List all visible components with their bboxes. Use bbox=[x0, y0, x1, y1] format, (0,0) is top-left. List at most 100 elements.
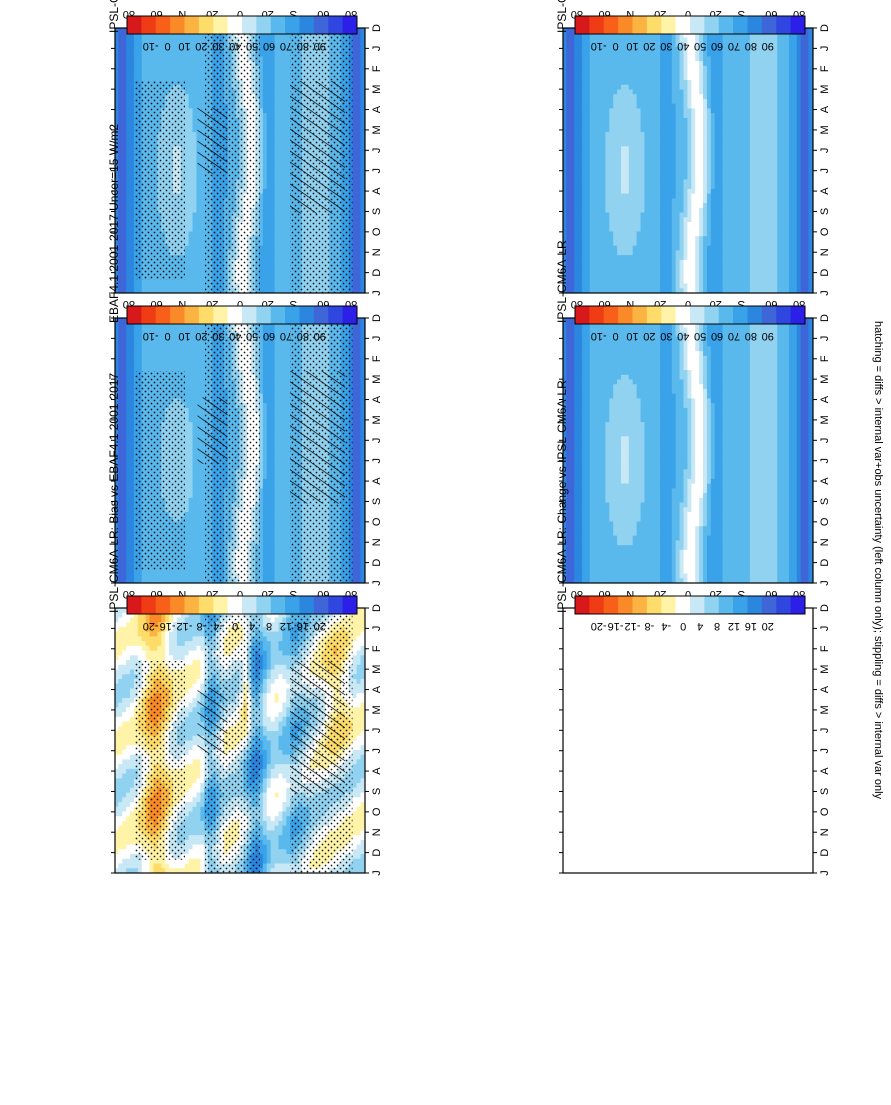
heatmap-cell bbox=[126, 137, 131, 142]
heatmap-cell bbox=[263, 236, 268, 241]
heatmap-cell bbox=[193, 94, 198, 99]
heatmap-cell bbox=[189, 94, 194, 99]
heatmap-cell bbox=[189, 184, 194, 189]
heatmap-cell bbox=[130, 236, 135, 241]
heatmap-cell bbox=[138, 37, 143, 42]
heatmap-cell bbox=[157, 365, 162, 370]
heatmap-cell bbox=[185, 408, 190, 413]
heatmap-cell bbox=[126, 161, 131, 166]
heatmap-cell bbox=[278, 394, 283, 399]
heatmap-cell bbox=[267, 80, 272, 85]
heatmap-cell bbox=[126, 47, 131, 52]
heatmap-cell bbox=[275, 356, 280, 361]
heatmap-cell bbox=[185, 260, 190, 265]
heatmap-cell bbox=[126, 37, 131, 42]
heatmap-cell bbox=[189, 198, 194, 203]
heatmap-cell bbox=[126, 342, 131, 347]
heatmap-cell bbox=[263, 127, 268, 132]
heatmap-cell bbox=[126, 208, 131, 213]
heatmap-cell bbox=[189, 241, 194, 246]
heatmap-cell bbox=[282, 151, 287, 156]
heatmap-cell bbox=[193, 370, 198, 375]
heatmap-cell bbox=[263, 408, 268, 413]
heatmap-cell bbox=[138, 365, 143, 370]
heatmap-cell bbox=[138, 66, 143, 71]
heatmap-cell bbox=[169, 71, 174, 76]
heatmap-cell bbox=[357, 327, 362, 332]
heatmap-cell bbox=[122, 104, 127, 109]
heatmap-cell bbox=[134, 365, 139, 370]
heatmap-cell bbox=[126, 80, 131, 85]
heatmap-cell bbox=[193, 108, 198, 113]
heatmap-cell bbox=[275, 384, 280, 389]
heatmap-cell bbox=[353, 61, 358, 66]
heatmap-cell bbox=[360, 365, 365, 370]
heatmap-cell bbox=[193, 123, 198, 128]
heatmap-cell bbox=[263, 80, 268, 85]
heatmap-cell bbox=[271, 80, 276, 85]
heatmap-cell bbox=[267, 118, 272, 123]
colorbar-label: 50 bbox=[246, 40, 258, 52]
heatmap-cell bbox=[357, 279, 362, 284]
heatmap-cell bbox=[196, 99, 201, 104]
heatmap-cell bbox=[126, 42, 131, 47]
month-tick-label: J bbox=[371, 148, 383, 154]
heatmap-cell bbox=[278, 346, 283, 351]
colorbar-swatch bbox=[227, 16, 242, 34]
heatmap-cell bbox=[169, 346, 174, 351]
heatmap-cell bbox=[271, 260, 276, 265]
heatmap-cell bbox=[360, 161, 365, 166]
heatmap-cell bbox=[122, 413, 127, 418]
heatmap-cell bbox=[360, 71, 365, 76]
heatmap-cell bbox=[271, 231, 276, 236]
heatmap-cell bbox=[200, 194, 205, 199]
heatmap-cell bbox=[122, 361, 127, 366]
heatmap-cell bbox=[360, 28, 365, 33]
heatmap-cell bbox=[360, 99, 365, 104]
heatmap-cell bbox=[189, 142, 194, 147]
heatmap-cell bbox=[161, 75, 166, 80]
heatmap-cell bbox=[282, 161, 287, 166]
heatmap-cell bbox=[275, 375, 280, 380]
heatmap-cell bbox=[263, 375, 268, 380]
heatmap-cell bbox=[142, 361, 147, 366]
heatmap-cell bbox=[193, 217, 198, 222]
heatmap-cell bbox=[263, 222, 268, 227]
heatmap-cell bbox=[267, 189, 272, 194]
heatmap-cell bbox=[193, 361, 198, 366]
heatmap-cell bbox=[150, 365, 155, 370]
colorbar-swatch bbox=[342, 16, 357, 34]
heatmap-cell bbox=[275, 351, 280, 356]
heatmap-cell bbox=[353, 118, 358, 123]
heatmap-cell bbox=[357, 47, 362, 52]
heatmap-cell bbox=[275, 408, 280, 413]
heatmap-cell bbox=[271, 66, 276, 71]
heatmap-cell bbox=[267, 274, 272, 279]
heatmap-cell bbox=[185, 380, 190, 385]
heatmap-cell bbox=[196, 241, 201, 246]
heatmap-cell bbox=[189, 151, 194, 156]
heatmap-cell bbox=[282, 184, 287, 189]
heatmap-cell bbox=[200, 284, 205, 289]
heatmap-cell bbox=[130, 80, 135, 85]
heatmap-cell bbox=[271, 71, 276, 76]
heatmap-cell bbox=[126, 375, 131, 380]
heatmap-cell bbox=[275, 165, 280, 170]
heatmap-cell bbox=[193, 85, 198, 90]
heatmap-cell bbox=[282, 356, 287, 361]
heatmap-cell bbox=[200, 99, 205, 104]
heatmap-cell bbox=[357, 189, 362, 194]
heatmap-cell bbox=[275, 213, 280, 218]
heatmap-cell bbox=[271, 85, 276, 90]
heatmap-cell bbox=[193, 260, 198, 265]
heatmap-cell bbox=[267, 104, 272, 109]
heatmap-cell bbox=[278, 113, 283, 118]
heatmap-cell bbox=[263, 104, 268, 109]
heatmap-cell bbox=[360, 284, 365, 289]
heatmap-cell bbox=[185, 151, 190, 156]
heatmap-cell bbox=[360, 269, 365, 274]
heatmap-cell bbox=[185, 403, 190, 408]
heatmap-cell bbox=[193, 175, 198, 180]
heatmap-cell bbox=[134, 356, 139, 361]
heatmap-cell bbox=[278, 250, 283, 255]
